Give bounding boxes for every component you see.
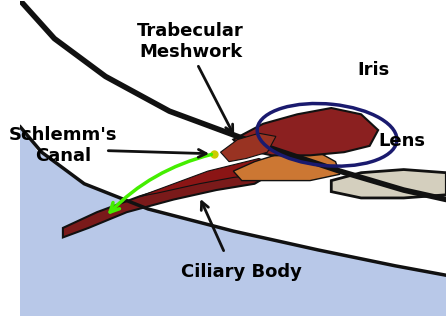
Polygon shape	[63, 168, 276, 237]
Polygon shape	[20, 127, 446, 316]
Polygon shape	[220, 133, 276, 162]
Polygon shape	[233, 152, 340, 181]
Text: Schlemm's
Canal: Schlemm's Canal	[8, 126, 117, 165]
Polygon shape	[233, 108, 378, 155]
Text: Iris: Iris	[358, 61, 390, 79]
Polygon shape	[139, 158, 276, 196]
Text: Lens: Lens	[378, 132, 425, 150]
Polygon shape	[331, 170, 446, 198]
Text: Ciliary Body: Ciliary Body	[181, 263, 302, 281]
Text: Trabecular
Meshwork: Trabecular Meshwork	[137, 22, 244, 61]
